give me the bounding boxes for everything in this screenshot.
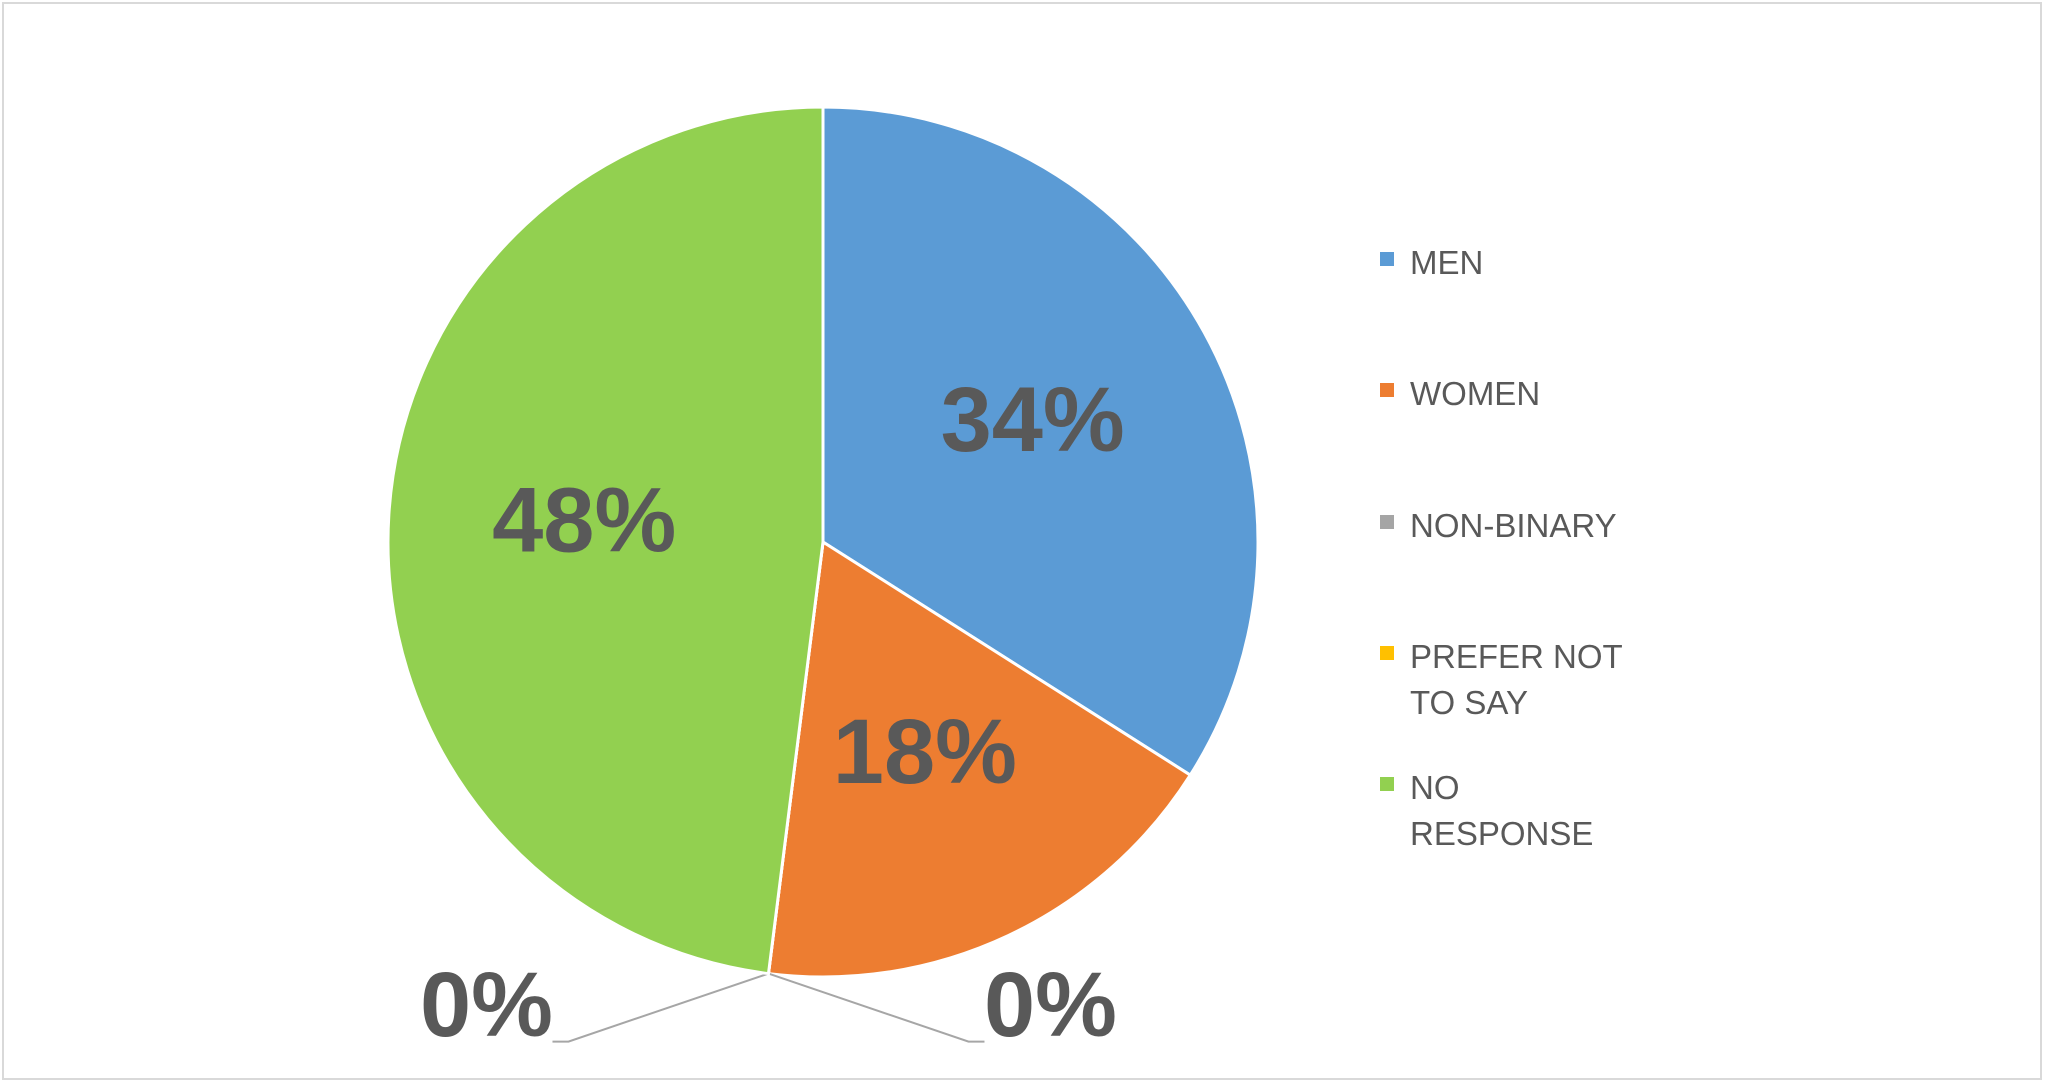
legend-label: PREFER NOT TO SAY — [1410, 638, 1623, 721]
legend-swatch — [1380, 646, 1394, 660]
pie-slice — [821, 105, 1260, 778]
data-label: 48% — [492, 469, 676, 571]
legend-label: NON-BINARY — [1410, 507, 1617, 544]
legend-swatch — [1380, 515, 1394, 529]
data-label: 34% — [941, 369, 1125, 471]
legend-item: NON-BINARY — [1380, 503, 1680, 549]
data-label: 0% — [420, 954, 553, 1056]
legend-label: MEN — [1410, 244, 1484, 281]
data-label: 0% — [984, 954, 1117, 1056]
legend-label: WOMEN — [1410, 375, 1541, 412]
legend-item: PREFER NOT TO SAY — [1380, 634, 1680, 726]
legend-swatch — [1380, 777, 1394, 791]
pie-slice — [386, 105, 825, 976]
legend-item: NO RESPONSE — [1380, 765, 1680, 857]
data-label: 18% — [833, 701, 1017, 803]
legend-item: WOMEN — [1380, 371, 1680, 417]
pie-slice — [766, 539, 1193, 979]
legend-item: MEN — [1380, 240, 1680, 286]
leader-line — [552, 972, 769, 1043]
legend-swatch — [1380, 252, 1394, 266]
legend-swatch — [1380, 383, 1394, 397]
legend-label: NO RESPONSE — [1410, 769, 1594, 852]
leader-line — [768, 972, 985, 1043]
